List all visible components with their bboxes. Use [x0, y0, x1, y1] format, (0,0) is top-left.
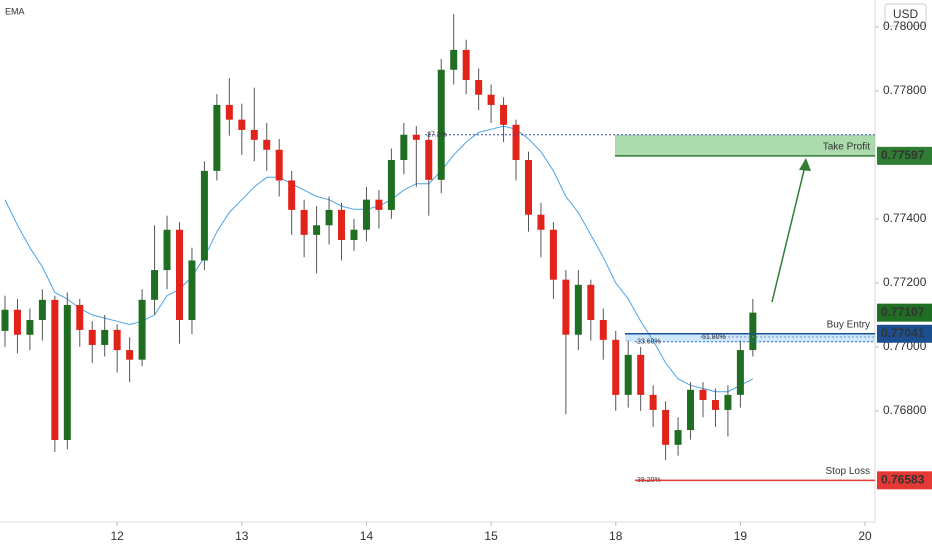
candle-body — [400, 134, 408, 160]
candle-body — [724, 394, 732, 410]
y-tick-label: 0.76800 — [883, 403, 927, 417]
candle-body — [612, 339, 620, 395]
candle-body — [599, 320, 607, 340]
fib-label: 23.60% — [637, 339, 661, 346]
price-label-box — [877, 471, 932, 490]
candle-body — [26, 320, 34, 335]
candle-body — [500, 104, 508, 125]
candle-body — [512, 124, 520, 160]
candle-body — [562, 279, 570, 335]
candle-body — [263, 139, 271, 150]
candle-body — [101, 329, 109, 345]
take-profit-zone — [615, 134, 875, 156]
candle-body — [649, 394, 657, 410]
candle-body — [375, 199, 383, 210]
candle-body — [200, 170, 208, 261]
candle-body — [350, 229, 358, 240]
fib-label: 27.2% — [427, 132, 447, 139]
candle-body — [138, 299, 146, 360]
candle-body — [13, 309, 21, 335]
candle-body — [338, 209, 346, 240]
candle-body — [250, 129, 258, 140]
candle-body — [537, 214, 545, 230]
x-tick-label: 20 — [858, 529, 872, 543]
candle-body — [699, 389, 707, 400]
candle-body — [113, 329, 121, 351]
y-tick-label: 0.77200 — [883, 275, 927, 289]
current-price-box — [877, 303, 932, 322]
candle-body — [76, 304, 84, 330]
candle-body — [425, 139, 433, 180]
plot: 0.780000.778000.774000.772000.770000.768… — [1, 14, 932, 543]
x-tick-label: 13 — [235, 529, 249, 543]
candle-body — [749, 312, 757, 351]
candle-body — [238, 119, 246, 130]
indicator-label: EMA — [5, 6, 25, 16]
level-name: Take Profit — [823, 141, 870, 152]
current-price-label: 0.77107 — [881, 305, 925, 319]
candle-body — [662, 409, 670, 445]
candle-body — [362, 199, 370, 230]
candle-body — [313, 225, 321, 235]
y-tick-label: 0.77400 — [883, 211, 927, 225]
candle-body — [487, 94, 495, 105]
x-tick-label: 18 — [609, 529, 623, 543]
candle-body — [1, 309, 9, 331]
currency-label[interactable]: USD — [893, 7, 919, 21]
candle-body — [175, 229, 183, 320]
x-tick-label: 19 — [734, 529, 748, 543]
candle-body — [711, 400, 719, 410]
arrow-shaft — [771, 161, 807, 303]
candle-body — [300, 209, 308, 235]
candle-body — [736, 350, 744, 395]
level-name: Buy Entry — [827, 319, 870, 330]
candle-body — [674, 430, 682, 445]
y-tick-label: 0.77800 — [883, 83, 927, 97]
candle-body — [450, 49, 458, 70]
y-tick-label: 0.78000 — [883, 19, 927, 33]
candle-body — [524, 160, 532, 215]
price-label: 0.77597 — [881, 148, 925, 162]
candle-body — [88, 329, 96, 345]
candle-body — [412, 134, 420, 140]
candle-body — [387, 160, 395, 210]
x-tick-label: 12 — [110, 529, 124, 543]
x-tick-label: 15 — [484, 529, 498, 543]
price-label: 0.77041 — [881, 326, 925, 340]
candle-body — [51, 299, 59, 440]
candle-body — [637, 354, 645, 395]
x-tick-label: 14 — [360, 529, 374, 543]
level-name: Stop Loss — [826, 466, 870, 477]
candle-body — [213, 104, 221, 171]
candle-body — [587, 284, 595, 320]
candle-body — [225, 104, 233, 120]
candle-body — [151, 270, 159, 300]
candle-body — [687, 389, 695, 431]
candle-body — [325, 209, 333, 226]
currency-box[interactable] — [884, 3, 927, 27]
candle-body — [475, 80, 483, 95]
price-label-box — [877, 146, 932, 165]
candle-body — [437, 69, 445, 180]
candle-body — [63, 304, 71, 440]
arrow-head — [799, 158, 811, 171]
candle-body — [624, 354, 632, 395]
candle-body — [163, 229, 171, 271]
candle-body — [462, 49, 470, 80]
candle-body — [188, 260, 196, 320]
price-label: 0.76583 — [881, 472, 925, 486]
candle-body — [126, 350, 134, 360]
candle-body — [574, 284, 582, 335]
fib-label: 61.80% — [702, 334, 726, 341]
price-label-box — [877, 324, 932, 343]
candle-body — [288, 180, 296, 210]
candle-body — [275, 149, 283, 181]
candle-body — [38, 299, 46, 320]
candle-body — [549, 229, 557, 280]
